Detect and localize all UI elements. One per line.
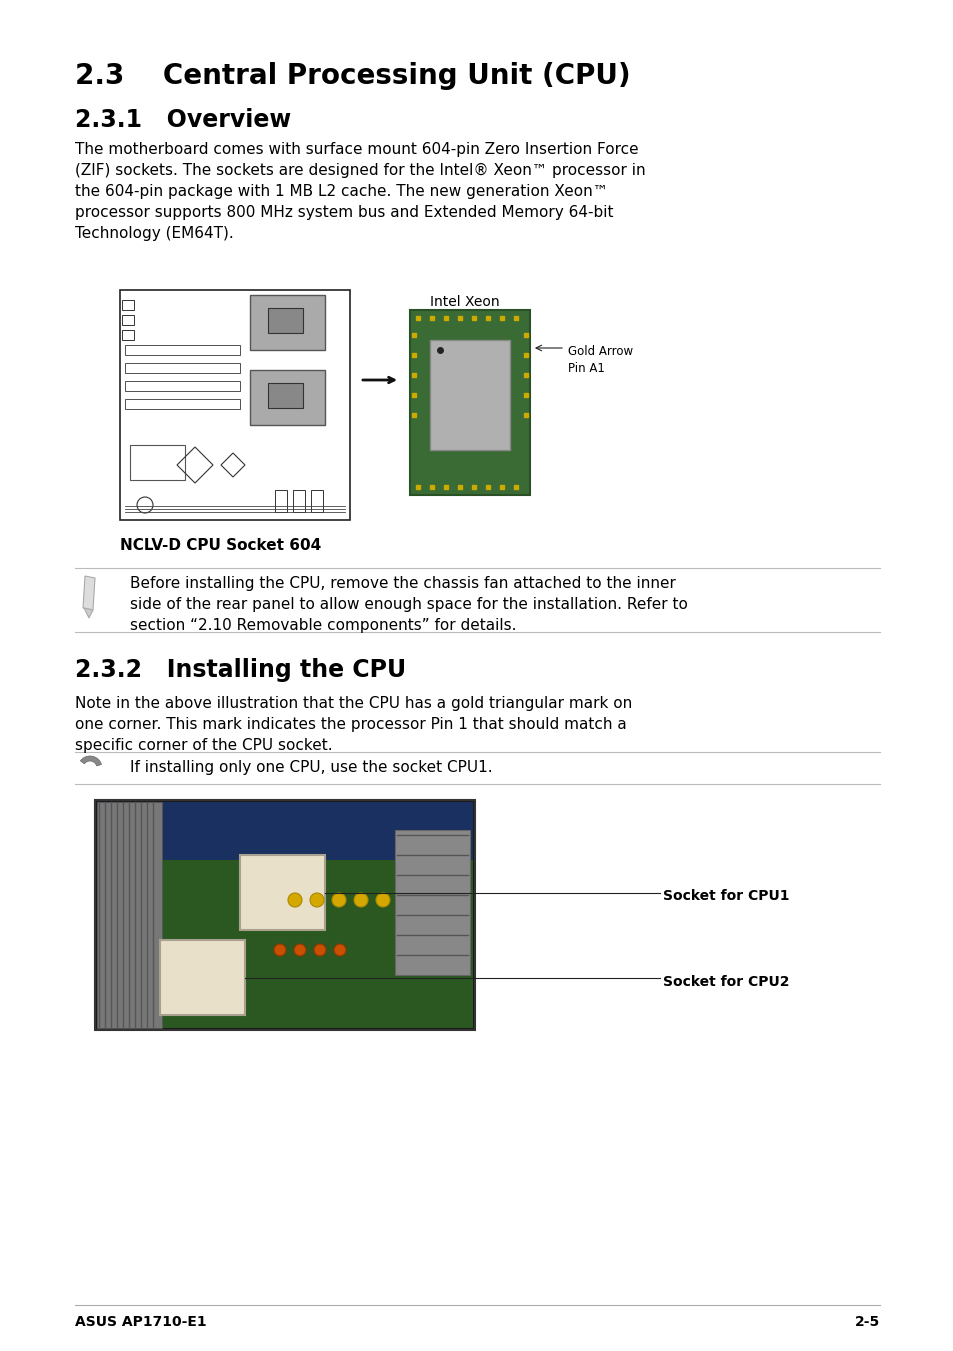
Bar	[268, 308, 303, 332]
Bar	[95, 800, 475, 1029]
Circle shape	[354, 893, 368, 907]
Bar	[268, 382, 303, 408]
Bar	[125, 345, 240, 355]
Text: The motherboard comes with surface mount 604-pin Zero Insertion Force
(ZIF) sock: The motherboard comes with surface mount…	[75, 142, 645, 240]
Text: If installing only one CPU, use the socket CPU1.: If installing only one CPU, use the sock…	[130, 761, 492, 775]
Text: 2-5: 2-5	[854, 1315, 879, 1329]
Bar	[160, 940, 245, 1015]
Bar	[250, 295, 325, 350]
Bar	[125, 381, 240, 390]
Text: 2.3.2   Installing the CPU: 2.3.2 Installing the CPU	[75, 658, 406, 682]
Bar	[122, 315, 133, 326]
Text: ASUS AP1710-E1: ASUS AP1710-E1	[75, 1315, 207, 1329]
Circle shape	[294, 944, 306, 957]
Text: NCLV-D CPU Socket 604: NCLV-D CPU Socket 604	[120, 538, 321, 553]
Bar	[122, 330, 133, 340]
Text: Before installing the CPU, remove the chassis fan attached to the inner
side of : Before installing the CPU, remove the ch…	[130, 576, 687, 634]
Circle shape	[310, 893, 324, 907]
Circle shape	[334, 944, 346, 957]
Circle shape	[375, 893, 390, 907]
Text: Socket for CPU1: Socket for CPU1	[662, 889, 789, 904]
Bar	[311, 490, 323, 512]
Bar	[250, 370, 325, 426]
Bar	[125, 399, 240, 409]
Polygon shape	[83, 576, 95, 611]
Bar	[430, 340, 510, 450]
Circle shape	[274, 944, 286, 957]
Bar	[240, 855, 325, 929]
Bar	[293, 490, 305, 512]
Bar	[410, 309, 530, 494]
Bar	[395, 830, 470, 975]
Text: Intel Xeon: Intel Xeon	[430, 295, 499, 309]
Bar	[130, 444, 185, 480]
Bar	[97, 802, 162, 1028]
Polygon shape	[84, 608, 92, 617]
Polygon shape	[80, 757, 101, 766]
Bar	[274, 490, 287, 512]
Text: 2.3.1   Overview: 2.3.1 Overview	[75, 108, 291, 132]
Bar	[97, 802, 473, 861]
Bar	[122, 300, 133, 309]
Circle shape	[332, 893, 346, 907]
Circle shape	[314, 944, 326, 957]
Text: Socket for CPU2: Socket for CPU2	[662, 974, 789, 989]
Bar	[97, 802, 473, 1028]
Bar	[125, 363, 240, 373]
Text: Gold Arrow
Pin A1: Gold Arrow Pin A1	[567, 345, 633, 376]
Circle shape	[288, 893, 302, 907]
Bar	[120, 290, 350, 520]
Text: 2.3    Central Processing Unit (CPU): 2.3 Central Processing Unit (CPU)	[75, 62, 630, 91]
Text: Note in the above illustration that the CPU has a gold triangular mark on
one co: Note in the above illustration that the …	[75, 696, 632, 753]
